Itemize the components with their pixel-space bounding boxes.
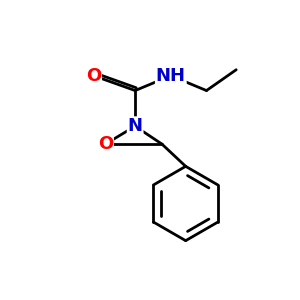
Text: O: O	[98, 135, 113, 153]
Text: N: N	[128, 117, 142, 135]
Text: NH: NH	[156, 67, 186, 85]
Text: O: O	[86, 67, 101, 85]
